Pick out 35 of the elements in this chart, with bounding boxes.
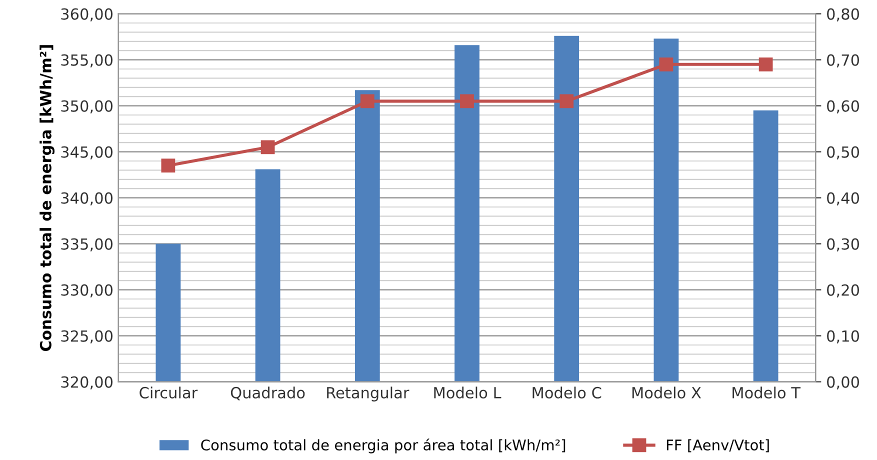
y-tick-label: 345,00	[61, 146, 113, 160]
y2-tick-label: 0,40	[827, 192, 860, 206]
y-tick-label: 350,00	[61, 100, 113, 114]
x-tick-label: Modelo C	[532, 386, 602, 398]
y-tick-label: 340,00	[61, 192, 113, 206]
y-tick-label: 360,00	[61, 8, 113, 22]
point	[161, 158, 176, 173]
legend-label: Consumo total de energia por área total [kWh/m²]	[201, 438, 566, 454]
point	[360, 94, 374, 108]
y-tick-label: 355,00	[61, 54, 113, 68]
point	[560, 94, 574, 108]
point	[460, 94, 474, 108]
point	[659, 57, 674, 72]
y2-tick-label: 0,80	[827, 8, 860, 22]
x-tick-label: Quadrado	[230, 386, 305, 400]
y-tick-label: 335,00	[61, 238, 113, 252]
point	[260, 140, 275, 154]
y2-tick-label: 0,20	[827, 284, 860, 298]
legend-label: FF [Aenv/Vtot]	[666, 439, 769, 452]
y2-tick-label: 0,30	[827, 238, 860, 252]
y2-tick-label: 0,50	[827, 146, 860, 160]
x-tick-label: Modelo L	[434, 386, 502, 398]
x-tick-label: Circular	[140, 386, 198, 398]
y2-tick-label: 0,70	[827, 54, 860, 68]
y-tick-label: 325,00	[61, 330, 113, 344]
x-tick-label: Modelo X	[632, 386, 701, 398]
point	[758, 57, 773, 72]
y-tick-label: 320,00	[61, 376, 113, 390]
y2-tick-label: 0,10	[827, 330, 860, 344]
y2-tick-label: 0,60	[827, 100, 860, 114]
y2-tick-label: 0,00	[827, 376, 860, 390]
x-tick-label: Modelo T	[732, 386, 801, 398]
y-tick-label: 330,00	[61, 284, 113, 298]
x-tick-label: Retangular	[327, 386, 410, 402]
y-axis-title: Consumo total de energia [kWh/m²]	[40, 45, 55, 351]
